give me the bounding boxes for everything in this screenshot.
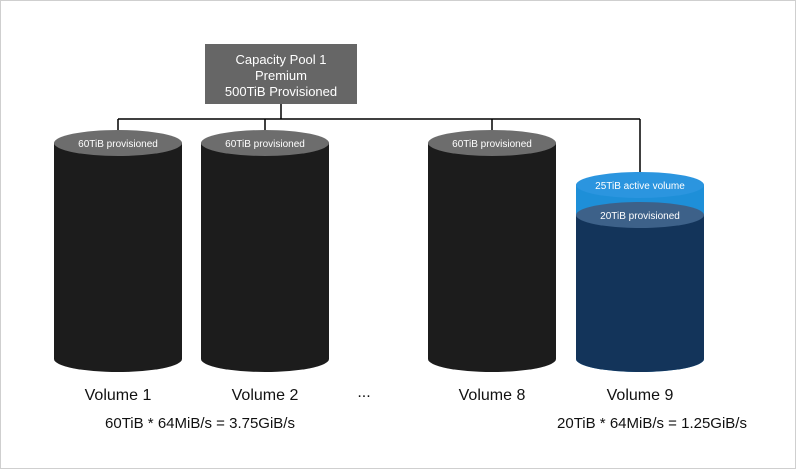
ellipsis-text: ... xyxy=(357,384,370,401)
volume-2-label: Volume 2 xyxy=(232,387,299,404)
volume-9-provisioned-cap xyxy=(576,202,704,228)
volume-9-provisioned-body xyxy=(576,215,704,372)
capacity-pool-node: Capacity Pool 1 Premium 500TiB Provision… xyxy=(205,44,357,104)
volume-9-label: Volume 9 xyxy=(607,387,674,404)
capacity-pool-provisioned: 500TiB Provisioned xyxy=(225,84,337,99)
volume-9-provisioned: 20TiB provisioned xyxy=(600,211,680,222)
volume-9-cylinder: 25TiB active volume 20TiB provisioned xyxy=(576,172,704,372)
volume-1-provisioned: 60TiB provisioned xyxy=(78,139,158,150)
volume-2-provisioned: 60TiB provisioned xyxy=(225,139,305,150)
volume-8-provisioned: 60TiB provisioned xyxy=(452,139,532,150)
capacity-pool-tier: Premium xyxy=(255,68,307,83)
volume-2-body xyxy=(201,143,329,372)
capacity-pool-box xyxy=(205,44,357,104)
volume-1-cap xyxy=(54,130,182,156)
volume-9-active-cap xyxy=(576,172,704,198)
volume-8-body xyxy=(428,143,556,372)
volume-8-cap xyxy=(428,130,556,156)
volume-8-cylinder: 60TiB provisioned xyxy=(428,130,556,372)
volume-1-body xyxy=(54,143,182,372)
throughput-calc-left: 60TiB * 64MiB/s = 3.75GiB/s xyxy=(105,415,295,432)
volume-8-label: Volume 8 xyxy=(459,387,526,404)
capacity-pool-title: Capacity Pool 1 xyxy=(235,52,326,67)
connector-lines xyxy=(117,104,641,173)
volume-1-label: Volume 1 xyxy=(85,387,152,404)
volume-9-active-label: 25TiB active volume xyxy=(595,181,685,192)
throughput-calc-right: 20TiB * 64MiB/s = 1.25GiB/s xyxy=(557,415,747,432)
volume-1-cylinder: 60TiB provisioned xyxy=(54,130,182,372)
volume-2-cap xyxy=(201,130,329,156)
volume-2-cylinder: 60TiB provisioned xyxy=(201,130,329,372)
